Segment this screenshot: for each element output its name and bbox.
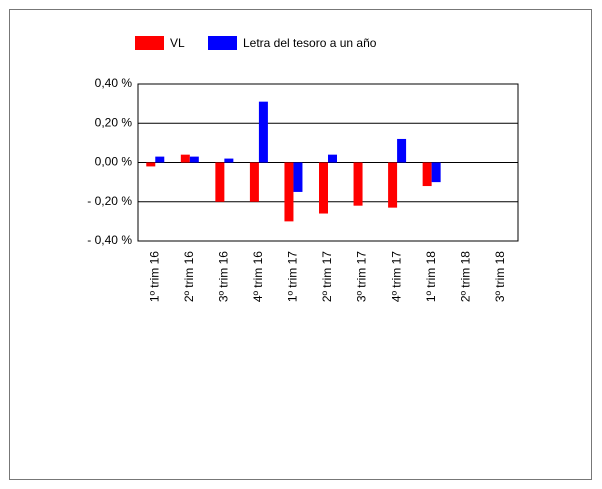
- x-tick-label: 3º trim 16: [217, 251, 231, 302]
- plot-frame: [137, 83, 519, 242]
- x-tick-label: 4º trim 16: [251, 251, 265, 302]
- legend-label: VL: [170, 36, 185, 50]
- x-tick-label: 4º trim 17: [389, 251, 403, 302]
- y-tick-label: - 0,20 %: [87, 194, 132, 208]
- x-tick-label: 1º trim 18: [424, 251, 438, 302]
- bar: [189, 156, 199, 163]
- legend-swatch: [208, 36, 237, 50]
- bar: [422, 162, 432, 187]
- x-tick-label: 3º trim 18: [493, 251, 507, 302]
- bar: [293, 162, 303, 192]
- y-tick-label: - 0,40 %: [87, 233, 132, 247]
- bar: [388, 162, 398, 208]
- bar: [155, 156, 165, 163]
- y-tick-label: 0,00 %: [95, 155, 133, 169]
- bar: [224, 158, 234, 163]
- bar: [397, 138, 407, 163]
- x-tick-label: 1º trim 17: [286, 251, 300, 302]
- x-tick-label: 2º trim 16: [182, 251, 196, 302]
- bar: [353, 162, 363, 206]
- bar: [431, 162, 441, 183]
- x-tick-label: 3º trim 17: [355, 251, 369, 302]
- y-tick-label: 0,20 %: [95, 115, 133, 129]
- legend-label: Letra del tesoro a un año: [243, 36, 377, 50]
- y-tick-label: 0,40 %: [95, 76, 133, 90]
- legend-swatch: [135, 36, 164, 50]
- bar: [258, 101, 268, 163]
- bar: [249, 162, 259, 202]
- x-tick-label: 1º trim 16: [147, 251, 161, 302]
- x-tick-label: 2º trim 17: [320, 251, 334, 302]
- bar: [319, 162, 328, 214]
- x-tick-label: 2º trim 18: [458, 251, 472, 302]
- bar: [146, 162, 156, 167]
- bar: [328, 154, 337, 163]
- bar: [284, 162, 294, 222]
- bar: [180, 154, 190, 163]
- bar: [215, 162, 225, 202]
- chart-frame: [9, 9, 592, 480]
